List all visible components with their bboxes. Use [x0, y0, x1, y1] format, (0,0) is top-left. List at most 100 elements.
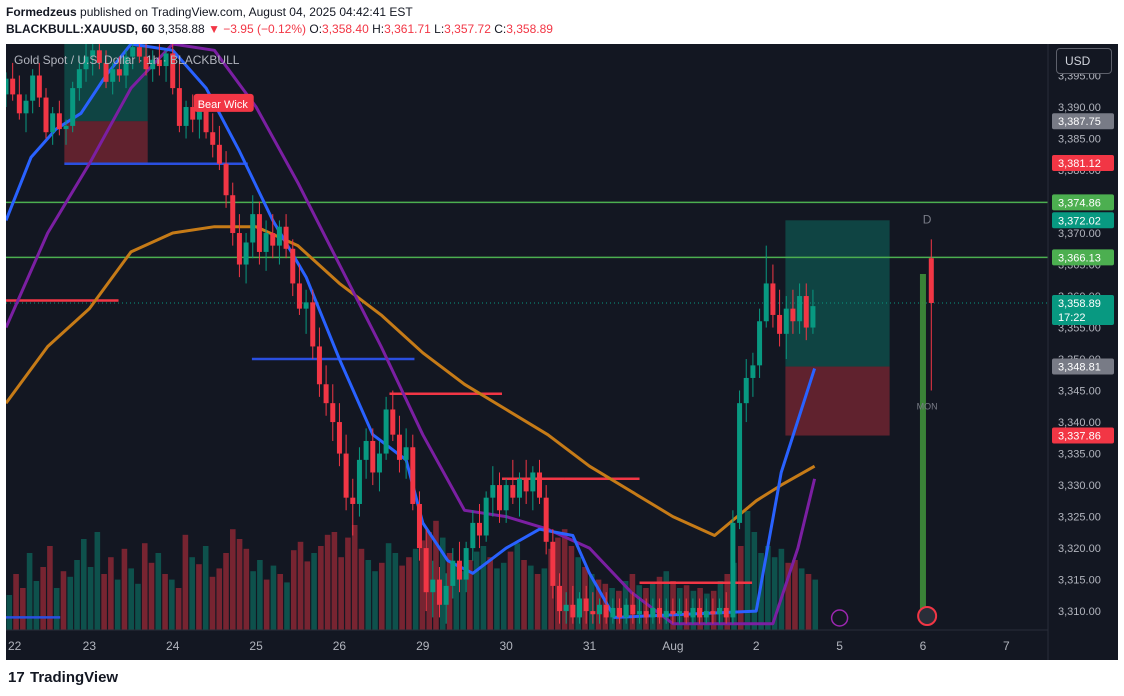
candle-body	[603, 604, 609, 618]
candle-body	[770, 283, 776, 315]
volume-bar	[155, 553, 162, 630]
volume-bar	[216, 568, 223, 630]
y-tick-label: 3,340.00	[1058, 417, 1101, 429]
volume-bar	[128, 568, 134, 630]
y-tick-label: 3,320.00	[1058, 543, 1101, 555]
candle-body	[6, 78, 9, 95]
volume-bar	[182, 534, 189, 630]
volume-bar	[196, 564, 202, 630]
candle-body	[336, 422, 342, 454]
price-label-bg	[1052, 113, 1114, 130]
tradingview-logo[interactable]: 17 TradingView	[8, 669, 118, 686]
price-chart[interactable]: Bear WickDMON3,395.003,390.003,385.003,3…	[6, 44, 1118, 660]
candle-body	[563, 604, 569, 612]
candle-body	[123, 56, 129, 76]
volume-bar	[399, 565, 405, 630]
candle-body	[803, 296, 809, 328]
annotation-text: D	[923, 213, 932, 227]
low-value: 3,357.72	[444, 22, 491, 36]
candle-body	[490, 485, 496, 498]
x-tick-label: 5	[836, 639, 843, 653]
y-tick-label: 3,390.00	[1058, 102, 1101, 114]
candle-body	[436, 579, 442, 605]
volume-bar	[534, 574, 541, 630]
annotation-text: MON	[917, 401, 938, 411]
volume-bar	[47, 546, 53, 630]
tradingview-logo-icon: 17	[8, 669, 25, 686]
volume-bar	[426, 532, 432, 630]
candle-body	[763, 283, 769, 322]
candle-body	[423, 548, 429, 593]
candle-body	[577, 598, 583, 618]
volume-bar	[263, 579, 270, 630]
candle-body	[583, 598, 589, 612]
bear-wick-bg	[193, 93, 254, 112]
candle-body	[590, 611, 596, 615]
candle-body	[216, 144, 222, 164]
volume-bar	[6, 595, 13, 630]
y-tick-label: 3,385.00	[1058, 134, 1101, 146]
price-label-bg	[1052, 194, 1114, 211]
volume-bar	[385, 543, 392, 630]
candle-body	[196, 110, 202, 120]
candle-body	[663, 611, 669, 618]
volume-bar	[710, 590, 717, 630]
candle-body	[690, 607, 696, 618]
volume-bar	[74, 560, 80, 630]
high-label: H:	[372, 22, 385, 36]
volume-bar	[717, 581, 724, 630]
candle-body	[30, 75, 36, 101]
volume-bar	[480, 546, 487, 630]
volume-bar	[785, 562, 791, 630]
volume-bar	[277, 574, 283, 630]
x-tick-label: Aug	[662, 639, 683, 653]
candle-body	[570, 604, 576, 618]
candle-body	[510, 485, 516, 498]
volume-bar	[236, 539, 243, 630]
candle-body	[750, 365, 756, 378]
candle-body	[470, 522, 476, 549]
candle-body	[443, 585, 449, 605]
volume-bar	[270, 565, 277, 630]
volume-bar	[101, 574, 107, 630]
candle-body	[723, 607, 729, 618]
volume-bar	[175, 588, 182, 630]
publish-info: Formedzeus published on TradingView.com,…	[6, 5, 413, 19]
price-label: 3,358.89	[1058, 298, 1101, 310]
volume-bar	[494, 568, 500, 630]
volume-bar	[467, 560, 473, 630]
candle-body	[743, 377, 749, 404]
volume-bar	[406, 557, 412, 630]
candle-body	[783, 308, 789, 334]
chart-panel[interactable]	[6, 44, 1118, 660]
candle-body	[643, 611, 649, 618]
volume-bar	[737, 546, 744, 630]
candle-body	[550, 541, 556, 586]
candle-body	[256, 214, 262, 252]
open-value: 3,358.40	[322, 22, 369, 36]
currency-button[interactable]: USD	[1056, 48, 1112, 74]
candle-body	[650, 607, 656, 618]
x-tick-label: 6	[920, 639, 927, 653]
candle-body	[316, 346, 322, 385]
candle-body	[210, 132, 216, 145]
volume-bar	[257, 560, 263, 630]
candle-body	[176, 88, 182, 126]
volume-bar	[20, 588, 26, 630]
price-label: 3,381.12	[1058, 158, 1101, 170]
volume-bar	[372, 571, 378, 630]
volume-bar	[419, 540, 426, 630]
candle-body	[223, 163, 229, 196]
volume-bar	[284, 582, 290, 630]
candle-body	[230, 195, 236, 234]
candle-body	[296, 283, 302, 309]
candle-body	[356, 459, 362, 504]
volume-bar	[521, 560, 527, 630]
candle-body	[163, 53, 169, 67]
volume-bar	[87, 567, 94, 630]
publish-text: published on TradingView.com, August 04,…	[80, 5, 413, 19]
candle-body	[557, 585, 563, 612]
y-tick-label: 3,325.00	[1058, 512, 1101, 524]
candle-body	[670, 611, 676, 615]
author-name[interactable]: Formedzeus	[6, 5, 77, 19]
